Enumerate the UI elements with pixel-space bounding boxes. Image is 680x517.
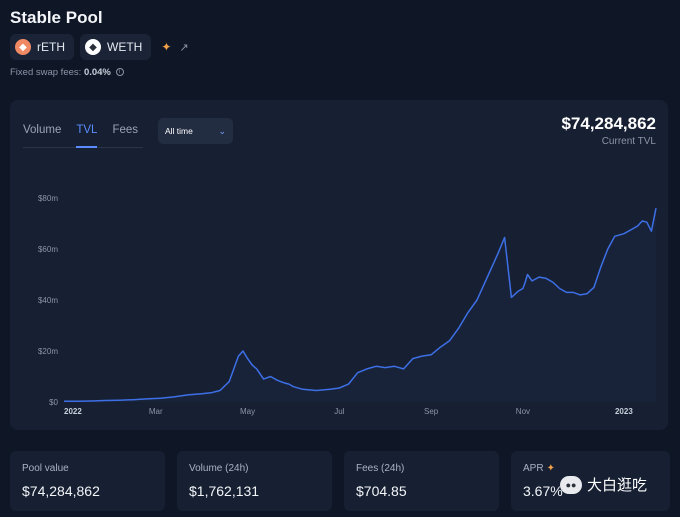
watermark-text: 大白逛吃 <box>587 477 648 494</box>
x-tick-label: Jul <box>334 407 344 416</box>
stat-label: APR ✦ <box>523 463 555 474</box>
swap-fees-value: 0.04% <box>83 67 111 78</box>
current-tvl-label: Current TVL <box>601 136 656 147</box>
x-tick-label: May <box>240 407 255 416</box>
stat-fees-24h: Fees (24h) $704.85 <box>344 451 499 511</box>
stat-value: $1,762,131 <box>189 483 260 499</box>
tab-fees[interactable]: Fees <box>112 124 139 136</box>
y-tick-label: $0 <box>49 398 58 407</box>
page-title: Stable Pool <box>10 8 103 27</box>
stat-label: Pool value <box>22 463 69 474</box>
swap-fees-label: Fixed swap fees: <box>10 67 82 78</box>
token-symbol: WETH <box>107 40 143 54</box>
time-range-select[interactable]: All time ⌄ <box>158 118 233 144</box>
apr-label: APR <box>523 463 544 474</box>
x-tick-label: 2023 <box>615 407 633 416</box>
token-list: ◆ rETH ◆ WETH ✦ ↗ <box>10 34 189 60</box>
stat-volume-24h: Volume (24h) $1,762,131 <box>177 451 332 511</box>
stat-label: Fees (24h) <box>356 463 405 474</box>
y-tick-label: $20m <box>38 347 58 356</box>
chat-icon: ●● <box>560 475 582 494</box>
stat-value: $704.85 <box>356 483 407 499</box>
tab-tvl[interactable]: TVL <box>76 116 98 148</box>
x-tick-label: 2022 <box>64 407 82 416</box>
info-icon[interactable]: i <box>115 68 124 77</box>
chart-tabs: Volume TVL Fees <box>23 116 143 148</box>
x-tick-label: Sep <box>424 407 439 416</box>
x-tick-label: Nov <box>516 407 530 416</box>
stat-pool-value: Pool value $74,284,862 <box>10 451 165 511</box>
tvl-series-line <box>64 208 657 402</box>
chart-card: Volume TVL Fees All time ⌄ $74,284,862 C… <box>10 100 668 430</box>
time-range-value: All time <box>165 126 193 136</box>
token-pill-reth[interactable]: ◆ rETH <box>10 34 74 60</box>
tvl-area <box>64 208 656 402</box>
eth-icon: ◆ <box>85 39 101 55</box>
tvl-line-chart[interactable]: $0 $20m $40m $60m $80m 2022 Mar May Jul Sep Nov 202… <box>10 100 668 430</box>
chevron-down-icon: ⌄ <box>218 125 226 136</box>
stat-apr: APR ✦ 3.67% <box>511 451 670 511</box>
sparkle-icon: ✦ <box>546 463 555 474</box>
current-tvl-value: $74,284,862 <box>561 114 656 133</box>
token-symbol: rETH <box>37 40 65 54</box>
external-link-icon[interactable]: ↗ <box>179 41 189 54</box>
y-tick-label: $80m <box>38 194 58 203</box>
x-tick-label: Mar <box>149 407 163 416</box>
sparkle-icon: ✦ <box>161 40 172 54</box>
tab-volume[interactable]: Volume <box>23 124 62 136</box>
swap-fees: Fixed swap fees: 0.04% i <box>10 67 124 78</box>
y-tick-label: $60m <box>38 245 58 254</box>
stat-value: 3.67% <box>523 483 563 499</box>
watermark: ●● 大白逛吃 <box>560 474 647 495</box>
reth-icon: ◆ <box>15 39 31 55</box>
y-tick-label: $40m <box>38 296 58 305</box>
stat-value: $74,284,862 <box>22 483 100 499</box>
token-pill-weth[interactable]: ◆ WETH <box>80 34 152 60</box>
stat-label: Volume (24h) <box>189 463 249 474</box>
